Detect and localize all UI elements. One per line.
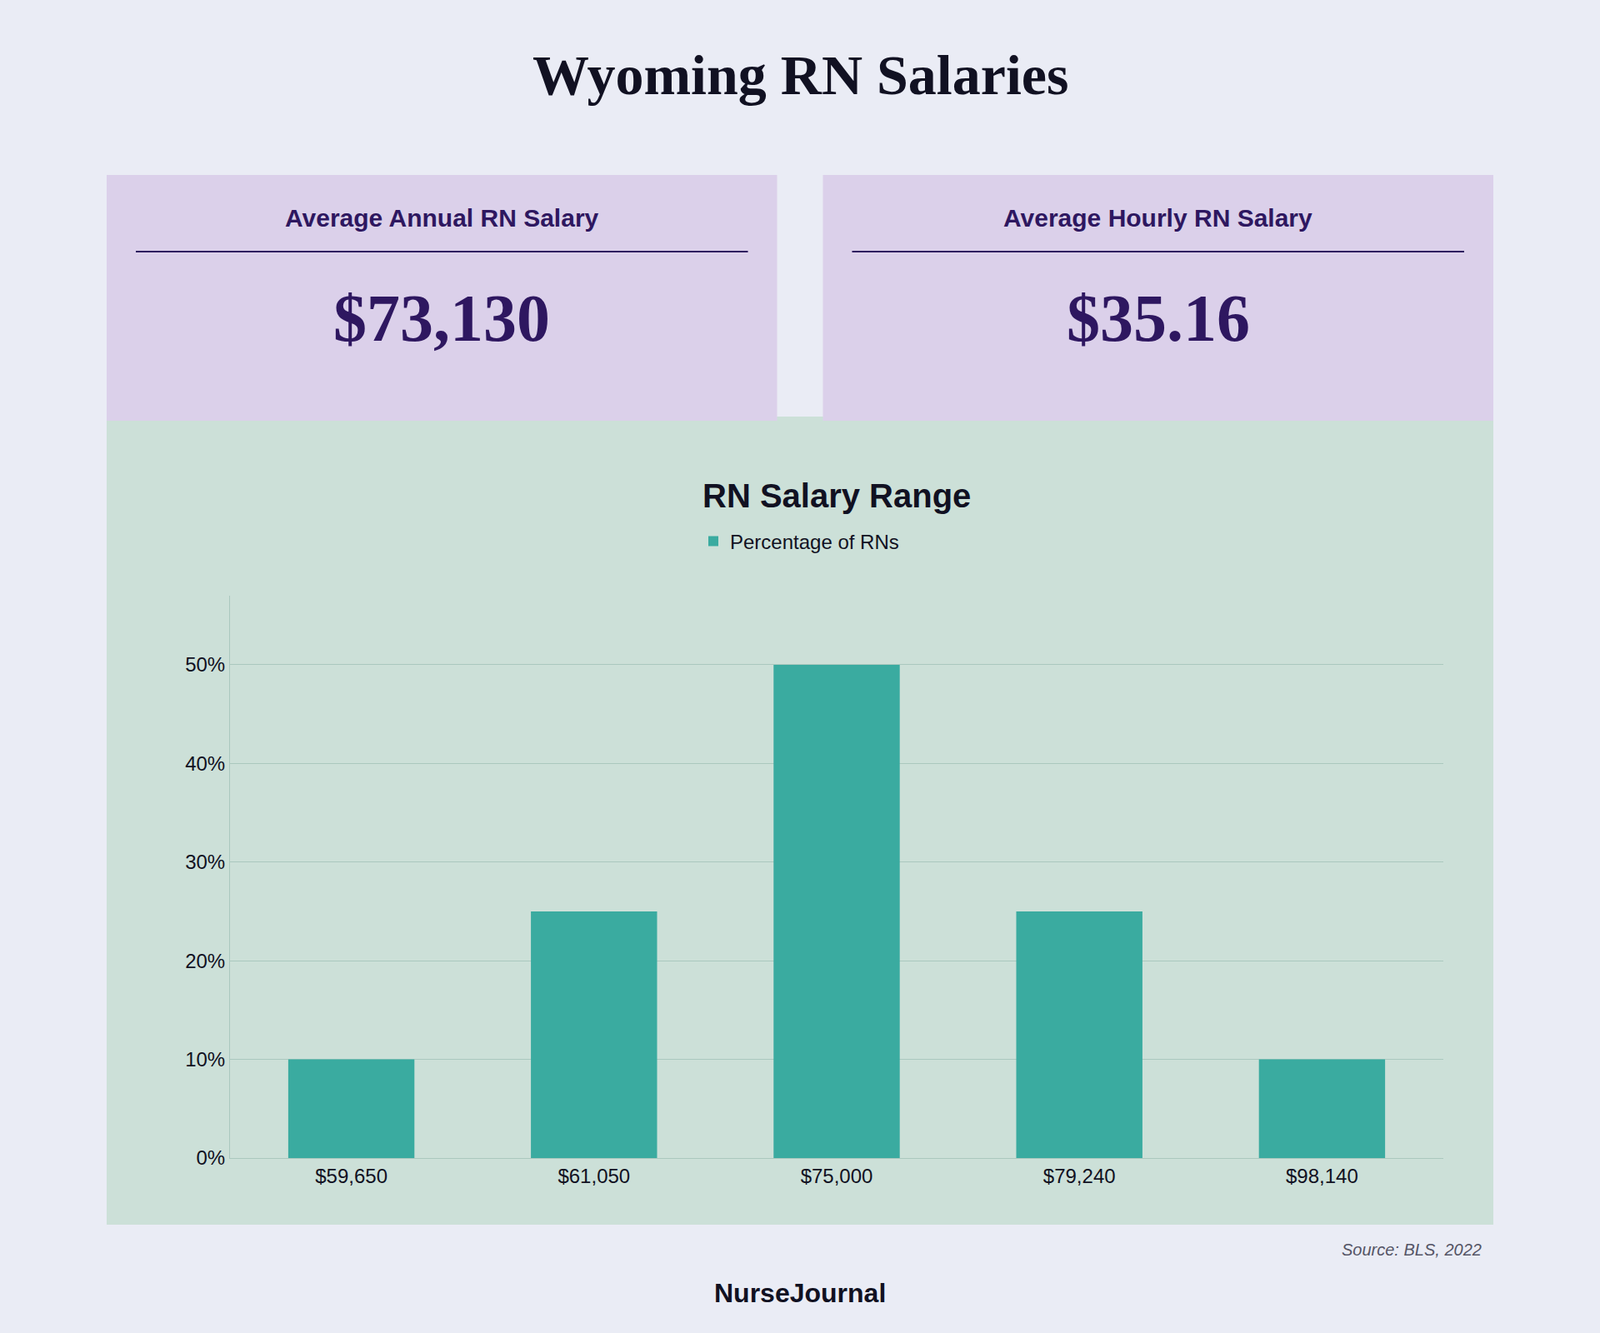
svg-text:Wyoming RN Salaries: Wyoming RN Salaries: [532, 43, 1069, 107]
svg-text:50%: 50%: [185, 653, 225, 676]
svg-text:Source: BLS, 2022: Source: BLS, 2022: [1341, 1240, 1482, 1260]
svg-text:Percentage of RNs: Percentage of RNs: [730, 530, 900, 554]
svg-text:NurseJournal: NurseJournal: [714, 1278, 886, 1309]
svg-text:10%: 10%: [185, 1048, 225, 1071]
svg-text:$35.16: $35.16: [1066, 281, 1250, 355]
svg-text:0%: 0%: [196, 1146, 226, 1170]
svg-text:40%: 40%: [185, 752, 225, 775]
svg-text:Average Annual RN Salary: Average Annual RN Salary: [285, 204, 600, 232]
svg-text:RN Salary Range: RN Salary Range: [702, 477, 971, 515]
svg-text:$59,650: $59,650: [315, 1165, 388, 1188]
svg-text:$98,140: $98,140: [1285, 1165, 1359, 1188]
svg-text:$79,240: $79,240: [1043, 1165, 1116, 1188]
svg-text:20%: 20%: [185, 950, 225, 973]
svg-text:$75,000: $75,000: [800, 1165, 874, 1188]
svg-text:$73,130: $73,130: [333, 281, 550, 355]
svg-text:Average Hourly RN Salary: Average Hourly RN Salary: [1003, 204, 1313, 232]
svg-text:30%: 30%: [185, 850, 225, 874]
svg-text:$61,050: $61,050: [557, 1165, 630, 1188]
